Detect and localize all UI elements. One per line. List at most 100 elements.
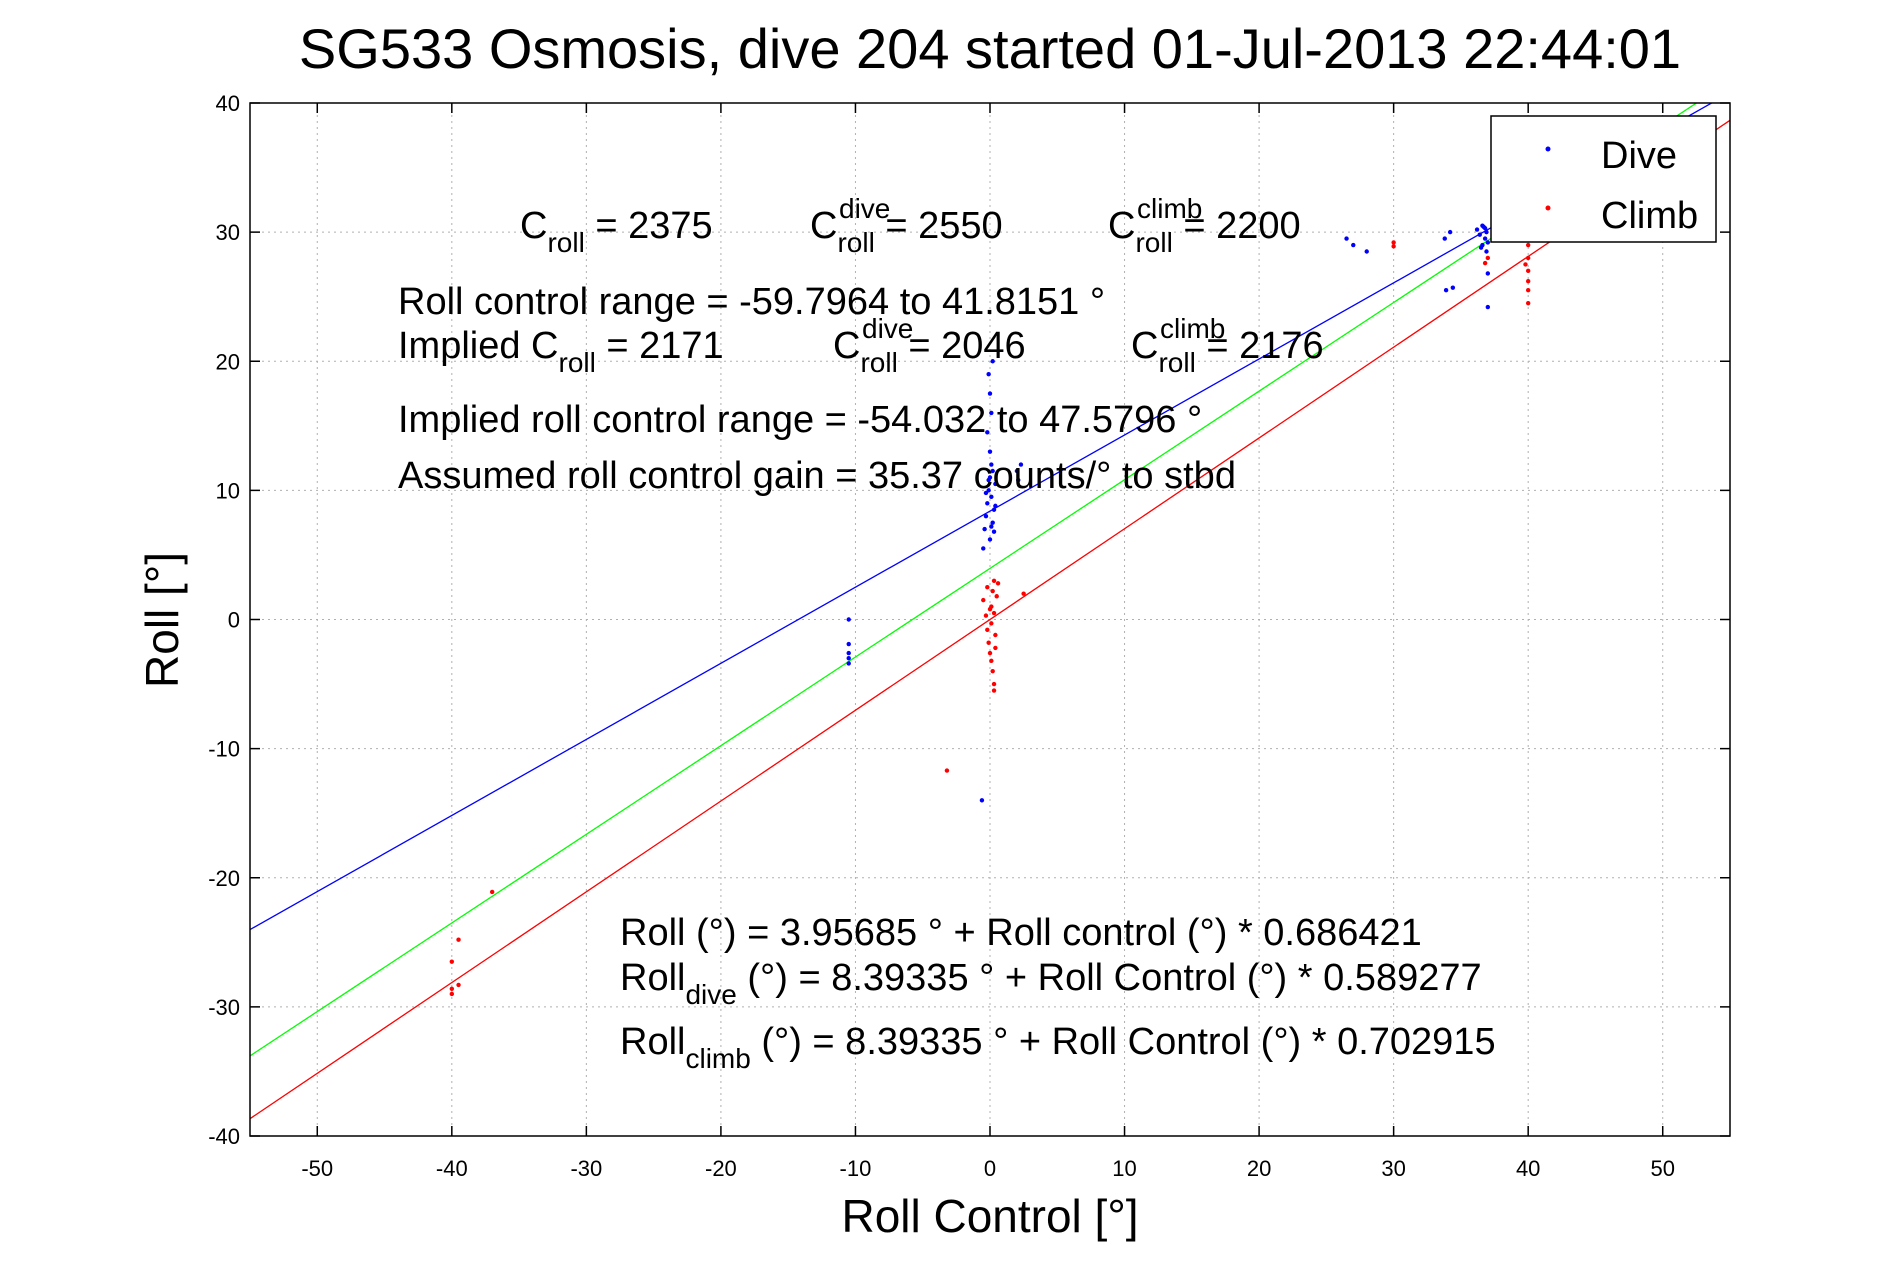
x-tick-label: 50 (1650, 1156, 1674, 1181)
dive-point (981, 546, 986, 551)
fit-line (250, 119, 1730, 1120)
dive-point (1485, 240, 1491, 245)
y-tick-label: -20 (208, 866, 240, 891)
dive-point (846, 656, 851, 661)
annotation-c-roll-dive-sup: dive (839, 193, 890, 224)
climb-point (1525, 268, 1531, 274)
dive-point (1482, 236, 1488, 241)
climb-point (1525, 300, 1531, 306)
y-tick-label: 20 (216, 349, 240, 374)
dive-point (987, 537, 993, 542)
dive-point (1447, 229, 1453, 235)
dive-point (1443, 288, 1449, 293)
climb-point (449, 959, 455, 964)
dive-point (993, 503, 998, 509)
dive-point (983, 490, 989, 496)
climb-point (1525, 242, 1531, 248)
annotation-implied-c-roll-dive-sup: dive (862, 313, 913, 344)
legend: Dive Climb (1490, 115, 1717, 243)
dive-point (1018, 462, 1024, 467)
climb-point (449, 991, 455, 997)
annotation-roll-control-range: Roll control range = -59.7964 to 41.8151… (398, 281, 1105, 323)
climb-point (1391, 240, 1396, 245)
climb-point (991, 681, 997, 687)
climb-point (456, 982, 461, 988)
x-tick-label: 0 (984, 1156, 996, 1181)
climb-point (449, 986, 455, 991)
y-tick-label: 0 (228, 608, 240, 633)
chart-title: SG533 Osmosis, dive 204 started 01-Jul-2… (299, 17, 1681, 80)
x-tick-label: -30 (570, 1156, 602, 1181)
dive-point (1480, 242, 1485, 248)
annotation-fit-dive: Rolldive (°) = 8.39335 ° + Roll Control … (620, 957, 1482, 1010)
annotation-implied-c-roll-climb: Croll = 2176 (1131, 325, 1324, 378)
dive-point (1364, 249, 1369, 254)
annotation-c-roll-dive: Croll = 2550 (810, 205, 1003, 258)
dive-point (1016, 477, 1021, 483)
climb-point (990, 668, 995, 674)
x-tick-label: -50 (301, 1156, 333, 1181)
dive-point (1484, 249, 1489, 254)
climb-point (991, 610, 997, 616)
climb-point (985, 627, 990, 633)
climb-point (489, 889, 495, 895)
dive-point (993, 481, 998, 487)
climb-point (1525, 278, 1531, 284)
climb-point (1482, 260, 1488, 266)
dive-point (986, 477, 991, 483)
y-tick-label: 30 (216, 220, 240, 245)
dive-point (1442, 236, 1447, 241)
climb-point (983, 613, 989, 618)
x-tick-label: 10 (1112, 1156, 1136, 1181)
dive-point (985, 501, 990, 506)
climb-point (1021, 591, 1026, 596)
y-axis-label: Roll [°] (136, 552, 188, 688)
dive-point (1450, 285, 1456, 290)
climb-point (989, 658, 994, 664)
climb-point (989, 621, 994, 626)
x-tick-label: 20 (1247, 1156, 1271, 1181)
climb-point (986, 640, 991, 645)
dive-point (982, 526, 987, 532)
dive-point (846, 641, 851, 647)
data-points (449, 223, 1531, 997)
dive-point (1014, 468, 1020, 474)
legend-dive-marker (1545, 146, 1551, 152)
dive-point (846, 661, 851, 666)
y-tick-label: 40 (216, 91, 240, 116)
dive-point (990, 359, 995, 364)
dive-point (989, 462, 994, 467)
climb-point (1523, 262, 1528, 267)
dive-point (985, 430, 990, 435)
dive-point (846, 650, 851, 656)
y-tick-label: -10 (208, 737, 240, 762)
dive-point (1482, 226, 1488, 231)
climb-point (1485, 255, 1491, 261)
dive-point (979, 798, 985, 803)
annotation-fit-climb: Rollclimb (°) = 8.39335 ° + Roll Control… (620, 1021, 1496, 1074)
annotation-assumed-gain: Assumed roll control gain = 35.37 counts… (398, 455, 1236, 497)
climb-point (456, 937, 461, 942)
x-tick-label: 40 (1516, 1156, 1540, 1181)
dive-point (989, 494, 994, 500)
x-axis-label: Roll Control [°] (841, 1190, 1138, 1242)
annotation-implied-c-roll: Implied Croll = 2171 (398, 325, 724, 378)
dive-point (989, 410, 994, 416)
dive-point (986, 371, 991, 377)
x-tick-label: -20 (705, 1156, 737, 1181)
dive-point (1485, 304, 1491, 310)
climb-point (991, 578, 997, 583)
y-tick-label: -30 (208, 995, 240, 1020)
axis-ticks: -50 -40 -30 -20 -10 0 10 20 30 40 50 -40 -30 -20 -10 0 1… (208, 91, 1730, 1181)
dive-point (987, 391, 993, 396)
dive-point (1485, 271, 1491, 276)
x-tick-label: -40 (436, 1156, 468, 1181)
dive-point (989, 524, 994, 529)
climb-point (993, 645, 998, 651)
climb-point (993, 632, 998, 638)
dive-point (1484, 229, 1489, 235)
climb-point (1391, 244, 1396, 249)
dive-point (983, 514, 989, 519)
dive-point (1351, 242, 1356, 248)
